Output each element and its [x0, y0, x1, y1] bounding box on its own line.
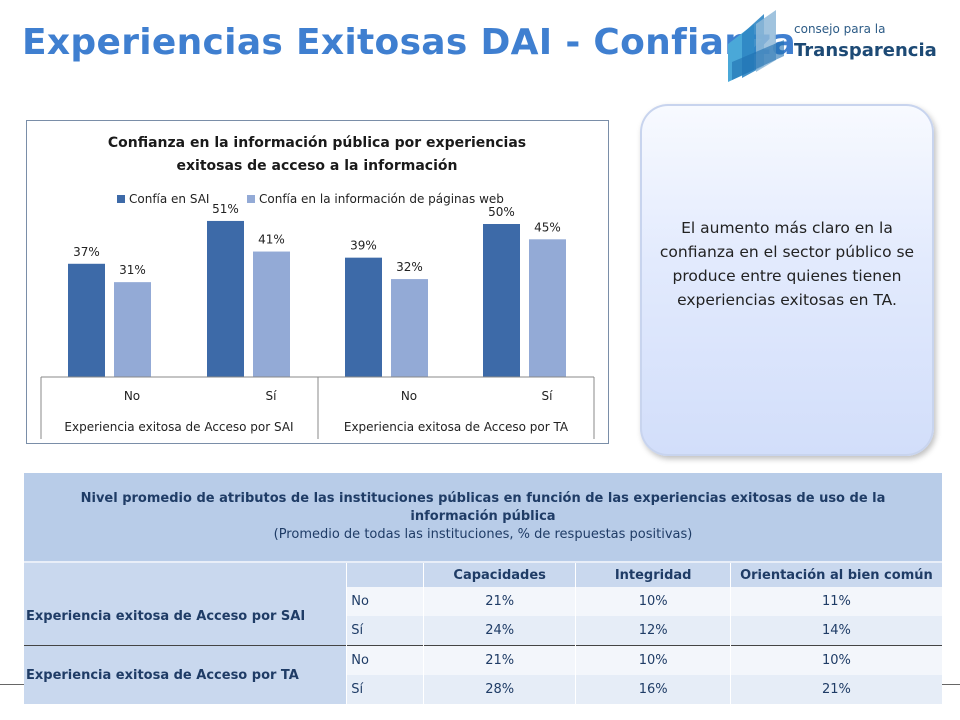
table-cell: 11%	[729, 587, 942, 616]
bar	[345, 257, 382, 377]
table-cell: 21%	[422, 587, 576, 616]
callout-text: El aumento más claro en la confianza en …	[659, 219, 915, 309]
group-label: Experiencia exitosa de Acceso por SAI	[24, 587, 347, 646]
data-label: 45%	[534, 220, 561, 234]
legend-swatch	[117, 195, 125, 203]
callout-box: El aumento más claro en la confianza en …	[640, 104, 934, 456]
table-cell: 10%	[575, 587, 731, 616]
bar	[391, 279, 428, 377]
table-spacer	[24, 561, 942, 563]
table-cell: 14%	[729, 616, 942, 646]
data-label: 51%	[212, 202, 239, 216]
data-label: 50%	[488, 205, 515, 219]
tick-label: Sí	[542, 389, 554, 403]
legend-label: Confía en SAI	[129, 192, 209, 206]
logo-mark-icon	[728, 10, 784, 82]
table-cell: 16%	[575, 675, 731, 704]
row-level: Sí	[346, 675, 424, 704]
table-cell: 12%	[575, 616, 731, 646]
row-level: No	[346, 587, 424, 616]
bar	[114, 282, 151, 377]
chart-svg: Confianza en la información pública por …	[40, 135, 595, 439]
chart-title-line1: Confianza en la información pública por …	[108, 135, 526, 151]
data-label: 39%	[350, 239, 377, 253]
table-subtitle: (Promedio de todas las instituciones, % …	[273, 527, 693, 542]
bar	[68, 263, 105, 377]
tick-label: No	[124, 389, 140, 403]
legend-swatch	[247, 195, 255, 203]
bar-chart: Confianza en la información pública por …	[26, 120, 609, 444]
table-level-header	[346, 563, 424, 587]
data-label: 41%	[258, 233, 285, 247]
bar	[529, 239, 566, 377]
table-header: Nivel promedio de atributos de las insti…	[24, 473, 942, 561]
logo-line1: consejo para la	[794, 22, 886, 36]
table-cell: 21%	[422, 645, 576, 675]
tick-label: No	[401, 389, 417, 403]
column-header: Orientación al bien común	[729, 563, 942, 587]
legend-label: Confía en la información de páginas web	[259, 192, 504, 206]
table-cell: 10%	[729, 645, 942, 675]
data-label: 32%	[396, 260, 423, 274]
table-cell: 28%	[422, 675, 576, 704]
attributes-table: Nivel promedio de atributos de las insti…	[24, 473, 942, 704]
row-level: No	[346, 645, 424, 675]
page-title: Experiencias Exitosas DAI - Confianza	[22, 22, 797, 63]
group-axis-label: Experiencia exitosa de Acceso por SAI	[64, 420, 293, 434]
data-label: 37%	[73, 245, 100, 259]
chart-title-line2: exitosas de acceso a la información	[177, 158, 458, 174]
table-title: Nivel promedio de atributos de las insti…	[80, 491, 886, 524]
row-level: Sí	[346, 616, 424, 646]
data-label: 31%	[119, 263, 146, 277]
table-corner-cell	[24, 563, 347, 587]
table-cell: 10%	[575, 645, 731, 675]
column-header: Integridad	[575, 563, 731, 587]
logo: consejo para la Transparencia	[724, 10, 937, 82]
divider	[942, 684, 960, 685]
group-axis-label: Experiencia exitosa de Acceso por TA	[344, 420, 569, 434]
table-cell: 24%	[422, 616, 576, 646]
tick-label: Sí	[266, 389, 278, 403]
bar	[207, 220, 244, 377]
column-header: Capacidades	[422, 563, 576, 587]
table-cell: 21%	[729, 675, 942, 704]
group-label: Experiencia exitosa de Acceso por TA	[24, 645, 347, 704]
logo-line2: Transparencia	[794, 40, 937, 61]
divider	[0, 684, 24, 685]
bar	[483, 224, 520, 377]
bar	[253, 251, 290, 377]
